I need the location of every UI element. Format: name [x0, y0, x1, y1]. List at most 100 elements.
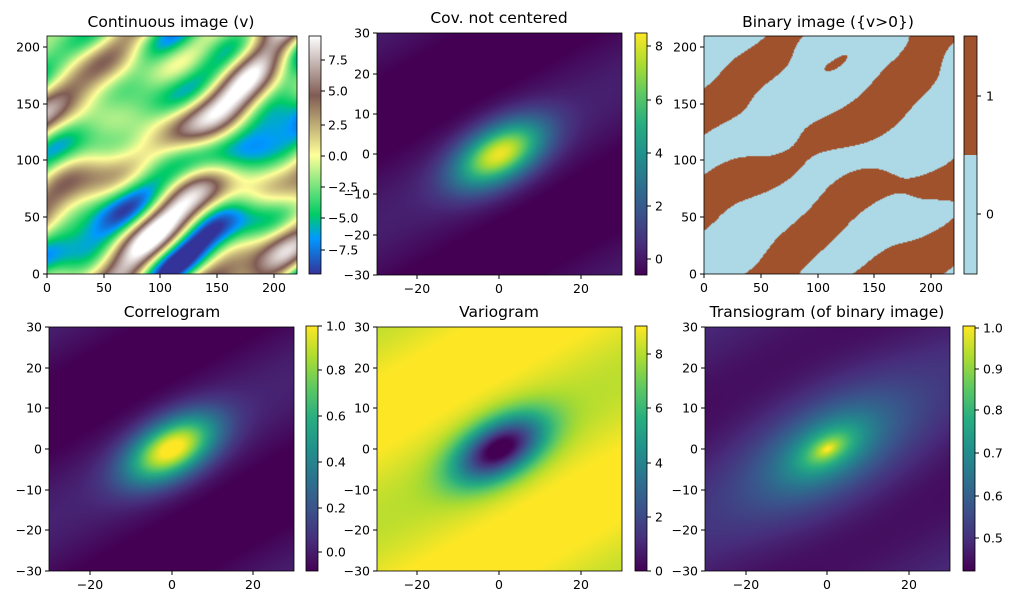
colorbar: 7.5 5.0 2.5 0.0 −2.5 −5.0 −7.5	[308, 35, 358, 275]
colorbar-gradient	[634, 325, 648, 572]
y-axis: 30 20 10 0 −10 −20 −30	[672, 320, 705, 579]
y-tick: −20	[16, 523, 49, 538]
panel-variogram: Variogram −20 0 20 30 20 10 0 −10 −20 −3…	[344, 303, 663, 592]
colorbar-tick-label: 1.0	[983, 321, 1003, 336]
heatmap-image	[377, 327, 622, 571]
y-tick: 20	[26, 361, 49, 376]
colorbar-tick-label: 2	[655, 199, 663, 214]
colorbar-tick: 1	[977, 89, 994, 104]
x-tick: −20	[733, 571, 759, 592]
y-tick: −20	[672, 523, 705, 538]
x-tick: 0	[495, 571, 503, 592]
colorbar-tick: 8	[647, 39, 663, 54]
y-tick-label: 50	[681, 210, 697, 225]
y-tick-label: 0	[362, 147, 370, 162]
x-tick: 20	[573, 571, 589, 592]
y-tick-label: 30	[354, 320, 370, 335]
colorbar-tick: 0.8	[975, 403, 1003, 418]
heatmap-image	[47, 36, 297, 274]
colorbar-tick-label: 0.6	[326, 409, 346, 424]
y-tick: 20	[354, 361, 377, 376]
y-tick: 10	[682, 401, 705, 416]
x-tick: 0	[495, 275, 503, 296]
colorbar-tick-label: 1	[986, 89, 994, 104]
x-tick-label: 0	[495, 281, 503, 296]
colorbar-tick-label: 2	[655, 510, 663, 525]
colorbar-segment-0	[964, 155, 977, 274]
y-tick-label: 100	[673, 153, 697, 168]
y-tick: 0	[32, 267, 47, 282]
x-tick: 150	[862, 274, 886, 295]
colorbar-tick: 0.0	[321, 149, 348, 164]
colorbar: 1.0 0.8 0.6 0.4 0.2 0.0	[305, 319, 346, 572]
y-tick-label: 20	[682, 361, 698, 376]
colorbar-tick: 0.7	[975, 446, 1003, 461]
y-tick-label: 10	[354, 107, 370, 122]
colorbar-tick-label: 0.8	[326, 363, 346, 378]
y-tick: −10	[16, 483, 49, 498]
y-tick-label: −10	[16, 483, 42, 498]
colorbar-tick-label: 0	[655, 252, 663, 267]
colorbar-tick-label: 7.5	[328, 53, 348, 68]
x-tick-label: 0	[43, 280, 51, 295]
colorbar-tick: 0	[647, 564, 663, 579]
y-tick-label: −10	[344, 483, 370, 498]
colorbar-tick-label: −5.0	[328, 211, 358, 226]
y-tick-label: 20	[354, 361, 370, 376]
x-tick-label: 50	[96, 280, 112, 295]
colorbar-tick: 4	[647, 146, 663, 161]
y-tick: 50	[24, 210, 47, 225]
panel-title: Binary image ({v>0})	[742, 13, 914, 31]
colorbar-tick: 0.6	[975, 489, 1003, 504]
panel-correlogram: Correlogram −20 0 20 30 20 10 0 −10 −20 …	[16, 303, 346, 592]
y-tick-label: 10	[26, 401, 42, 416]
colorbar-tick-label: 0	[655, 564, 663, 579]
y-tick-label: 0	[362, 442, 370, 457]
y-tick: −30	[344, 268, 377, 283]
y-tick: 150	[16, 97, 47, 112]
y-tick: 0	[690, 442, 705, 457]
y-tick: 150	[673, 97, 704, 112]
y-tick-label: 10	[682, 401, 698, 416]
colorbar-tick: 5.0	[321, 84, 348, 99]
x-tick: −20	[77, 571, 103, 592]
panel-title: Correlogram	[124, 303, 221, 321]
x-axis: 0 50 100 150 200	[43, 274, 286, 295]
x-tick-label: −20	[404, 281, 430, 296]
colorbar-tick-label: 0.0	[328, 149, 348, 164]
panel-covariance: Cov. not centered −20 0 20 30 20 10 0 −1…	[344, 9, 663, 296]
y-tick: 0	[34, 442, 49, 457]
colorbar-tick: 2.5	[321, 118, 348, 133]
y-tick-label: 30	[26, 320, 42, 335]
y-tick: 30	[26, 320, 49, 335]
colorbar-tick: 7.5	[321, 53, 348, 68]
y-tick: 200	[673, 40, 704, 55]
colorbar-tick: −7.5	[321, 243, 358, 258]
colorbar-frame	[963, 35, 978, 275]
colorbar-tick: 0.6	[318, 409, 346, 424]
y-axis: 30 20 10 0 −10 −20 −30	[344, 26, 377, 283]
colorbar-tick: 0.0	[318, 545, 346, 560]
colorbar-tick-label: 6	[655, 93, 663, 108]
x-tick: 200	[262, 274, 286, 295]
y-axis: 0 50 100 150 200	[16, 40, 47, 282]
y-tick-label: 30	[354, 26, 370, 41]
x-tick: 100	[806, 274, 830, 295]
colorbar-tick-label: 0.7	[983, 446, 1003, 461]
x-tick-label: 100	[806, 280, 830, 295]
axes-frame	[703, 35, 955, 275]
colorbar-tick-label: 0	[986, 207, 994, 222]
y-axis: 30 20 10 0 −10 −20 −30	[16, 320, 49, 579]
y-tick: 30	[682, 320, 705, 335]
y-tick-label: 50	[24, 210, 40, 225]
x-tick-label: 200	[919, 280, 943, 295]
colorbar-tick-label: 8	[655, 39, 663, 54]
colorbar-tick: 0	[977, 207, 994, 222]
y-tick-label: 10	[354, 401, 370, 416]
x-tick: 50	[96, 274, 112, 295]
panel-title: Variogram	[459, 303, 539, 321]
x-tick: 50	[753, 274, 769, 295]
colorbar-tick: 0.2	[318, 501, 346, 516]
y-tick-label: 20	[354, 67, 370, 82]
y-tick: 0	[689, 267, 704, 282]
